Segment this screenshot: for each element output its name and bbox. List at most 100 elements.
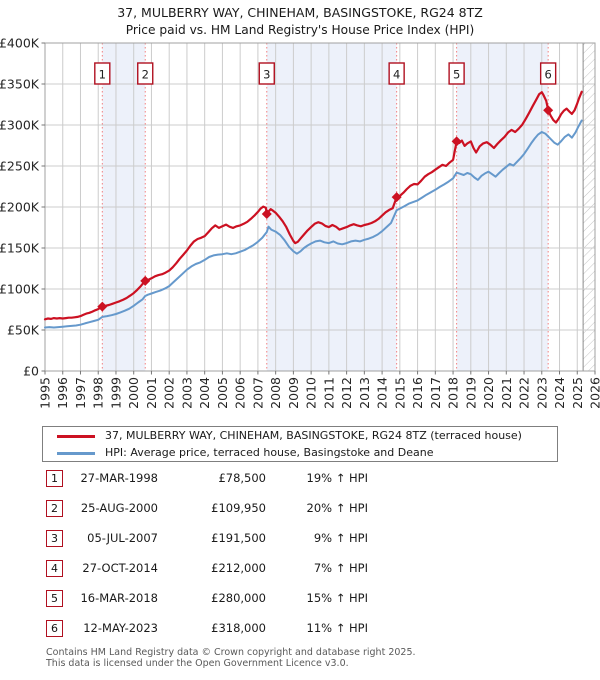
x-tick-label: 1999 (108, 377, 123, 409)
transaction-number-badge: 5 (46, 590, 63, 607)
transaction-number-badge: 4 (46, 560, 63, 577)
sale-marker-diamond (261, 208, 272, 219)
transaction-row: 4 27-OCT-2014 £212,000 7% ↑ HPI (0, 560, 600, 578)
x-tick-label: 2022 (517, 377, 532, 409)
x-tick-label: 2008 (268, 377, 283, 409)
sale-number-box (137, 62, 154, 85)
x-tick-label: 2017 (428, 377, 443, 409)
x-tick-label: 2000 (126, 377, 141, 409)
property-line-swatch (57, 435, 95, 438)
sale-number-box (448, 62, 465, 85)
sale-number-label: 4 (393, 68, 400, 82)
y-tick-label: £300K (0, 118, 40, 133)
licence-line: This data is licensed under the Open Gov… (46, 658, 349, 669)
y-tick-label: £50K (7, 323, 40, 338)
transaction-row: 5 16-MAR-2018 £280,000 15% ↑ HPI (0, 590, 600, 608)
sale-number-box (258, 62, 275, 85)
transaction-number-badge: 3 (46, 530, 63, 547)
x-tick-label: 1997 (73, 377, 88, 409)
x-tick-label: 2021 (499, 377, 514, 409)
x-tick-label: 2007 (250, 377, 265, 409)
x-tick-label: 2004 (197, 377, 212, 409)
sale-number-box (94, 62, 111, 85)
x-tick-label: 2006 (233, 377, 248, 409)
transaction-date: 12-MAY-2023 (83, 621, 158, 635)
y-tick-label: £400K (0, 36, 40, 51)
x-tick-label: 2009 (286, 377, 301, 409)
y-tick-label: £100K (0, 282, 40, 297)
legend-label-property: 37, MULBERRY WAY, CHINEHAM, BASINGSTOKE,… (105, 429, 522, 442)
transaction-row: 2 25-AUG-2000 £109,950 20% ↑ HPI (0, 500, 600, 518)
y-tick-label: £350K (0, 77, 40, 92)
chart-legend: 37, MULBERRY WAY, CHINEHAM, BASINGSTOKE,… (42, 426, 558, 462)
x-tick-label: 2025 (570, 377, 585, 409)
x-tick-label: 2003 (179, 377, 194, 409)
transaction-price: £280,000 (211, 591, 266, 605)
x-tick-label: 2010 (304, 377, 319, 409)
x-tick-label: 2013 (357, 377, 372, 409)
transaction-hpi-delta: 7% ↑ HPI (313, 561, 368, 575)
transaction-hpi-delta: 11% ↑ HPI (306, 621, 368, 635)
chart-subtitle: Price paid vs. HM Land Registry's House … (125, 23, 475, 37)
sale-marker-diamond (451, 136, 462, 147)
x-tick-label: 2005 (215, 377, 230, 409)
transaction-number-badge: 1 (46, 470, 63, 487)
transaction-number-badge: 2 (46, 500, 63, 517)
y-tick-label: £0 (23, 364, 39, 379)
y-tick-label: £250K (0, 159, 40, 174)
x-tick-label: 2019 (463, 377, 478, 409)
x-tick-label: 2012 (339, 377, 354, 409)
sale-number-label: 1 (99, 68, 106, 82)
sale-number-box (388, 62, 405, 85)
transaction-price: £109,950 (211, 501, 266, 515)
legend-row-hpi: HPI: Average price, terraced house, Basi… (43, 444, 557, 461)
price-chart: 1 2 3 4 5 6 £0 £50K £100K £150K £200K £250K £300K £35… (0, 36, 600, 409)
sale-number-label: 2 (142, 68, 149, 82)
x-tick-label: 2016 (410, 377, 425, 409)
x-tick-label: 2020 (481, 377, 496, 409)
transaction-row: 6 12-MAY-2023 £318,000 11% ↑ HPI (0, 620, 600, 638)
x-tick-label: 2002 (162, 377, 177, 409)
hpi-line-swatch (57, 452, 95, 455)
transaction-date: 27-MAR-1998 (80, 471, 158, 485)
transaction-price: £78,500 (218, 471, 266, 485)
transaction-date: 05-JUL-2007 (87, 531, 158, 545)
sale-number-label: 6 (544, 68, 551, 82)
chart-title: 37, MULBERRY WAY, CHINEHAM, BASINGSTOKE,… (117, 5, 483, 20)
legend-label-hpi: HPI: Average price, terraced house, Basi… (105, 446, 434, 459)
sale-marker-diamond (391, 192, 402, 203)
hpi-series-line (44, 119, 583, 329)
property-series-line (43, 90, 583, 321)
copyright-line: Contains HM Land Registry data © Crown c… (46, 647, 416, 658)
x-tick-label: 2011 (321, 377, 336, 409)
sale-number-label: 3 (263, 68, 270, 82)
transaction-price: £318,000 (211, 621, 266, 635)
sale-number-label: 5 (453, 68, 460, 82)
x-tick-label: 2018 (446, 377, 461, 409)
y-tick-label: £150K (0, 241, 40, 256)
transaction-date: 16-MAR-2018 (80, 591, 158, 605)
x-tick-label: 2015 (392, 377, 407, 409)
legend-row-property: 37, MULBERRY WAY, CHINEHAM, BASINGSTOKE,… (43, 427, 557, 444)
sale-marker-diamond (543, 105, 554, 116)
x-tick-label: 2026 (588, 377, 600, 409)
transaction-price: £191,500 (211, 531, 266, 545)
transaction-date: 27-OCT-2014 (82, 561, 158, 575)
sale-marker-diamond (140, 275, 151, 286)
x-tick-label: 1995 (38, 377, 53, 409)
transaction-price: £212,000 (211, 561, 266, 575)
x-tick-label: 2001 (144, 377, 159, 409)
transaction-hpi-delta: 19% ↑ HPI (306, 471, 368, 485)
x-tick-label: 1996 (55, 377, 70, 409)
sale-number-box (539, 62, 557, 85)
x-tick-label: 2024 (552, 377, 567, 409)
x-tick-label: 1998 (91, 377, 106, 409)
transaction-date: 25-AUG-2000 (80, 501, 158, 515)
transaction-row: 3 05-JUL-2007 £191,500 9% ↑ HPI (0, 530, 600, 548)
x-tick-label: 2014 (375, 377, 390, 409)
transaction-number-badge: 6 (46, 620, 63, 637)
transaction-hpi-delta: 15% ↑ HPI (306, 591, 368, 605)
transaction-hpi-delta: 9% ↑ HPI (313, 531, 368, 545)
sale-marker-diamond (97, 301, 108, 312)
